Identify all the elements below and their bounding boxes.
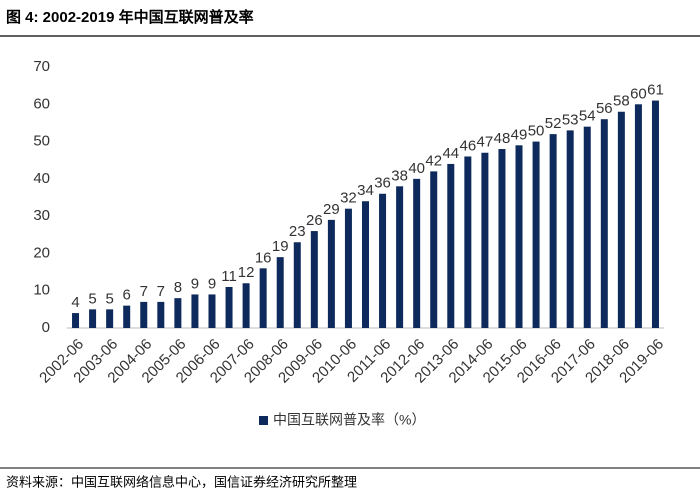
data-label: 48	[494, 130, 511, 147]
bar	[651, 100, 659, 328]
y-tick-label: 10	[33, 282, 50, 299]
bar	[396, 186, 404, 328]
bar	[242, 283, 250, 328]
bar	[430, 171, 438, 328]
data-label: 7	[140, 283, 148, 300]
bar	[413, 178, 421, 328]
data-label: 16	[255, 249, 272, 266]
bar	[549, 134, 557, 328]
bar	[464, 156, 472, 328]
data-label: 61	[647, 82, 664, 99]
bar	[362, 201, 369, 328]
data-label: 46	[459, 137, 476, 154]
source: 资料来源：中国互联网络信息中心，国信证券经济研究所整理	[6, 474, 357, 489]
data-label: 7	[157, 283, 165, 300]
bar	[327, 219, 335, 328]
data-label: 44	[442, 145, 459, 162]
data-label: 26	[306, 212, 323, 229]
data-label: 8	[174, 279, 182, 296]
y-tick-label: 0	[42, 319, 50, 336]
legend-label: 中国互联网普及率（%）	[273, 412, 425, 428]
bar	[532, 141, 540, 328]
bar	[379, 193, 387, 328]
data-label: 4	[71, 294, 79, 311]
bar	[157, 301, 165, 328]
data-label: 29	[323, 201, 340, 218]
data-label: 60	[630, 85, 647, 102]
data-label: 56	[596, 100, 613, 117]
bar	[72, 313, 80, 328]
bar	[344, 208, 352, 328]
data-label: 58	[613, 93, 630, 110]
chart-title: 图 4: 2002-2019 年中国互联网普及率	[6, 8, 254, 26]
data-label: 32	[340, 190, 357, 207]
data-label: 5	[88, 290, 96, 307]
data-label: 36	[374, 175, 391, 192]
data-label: 53	[562, 111, 579, 128]
bar	[123, 305, 131, 328]
bar	[293, 242, 301, 328]
data-label: 42	[425, 152, 442, 169]
data-label: 6	[123, 287, 131, 304]
data-label: 38	[391, 167, 408, 184]
bar	[259, 268, 267, 328]
data-label: 19	[272, 238, 289, 255]
bar	[225, 286, 233, 328]
data-label: 49	[511, 126, 528, 143]
bar	[276, 257, 284, 328]
bar	[498, 149, 506, 328]
data-label: 9	[208, 275, 216, 292]
data-label: 52	[545, 115, 562, 132]
bar	[481, 152, 489, 328]
data-label: 5	[105, 290, 113, 307]
legend-swatch	[259, 416, 268, 425]
y-tick-label: 50	[33, 133, 50, 150]
bar	[174, 298, 182, 328]
bar	[600, 119, 608, 328]
data-label: 34	[357, 182, 374, 199]
bar	[515, 145, 523, 328]
bar	[583, 126, 591, 329]
data-label: 50	[528, 123, 545, 140]
bar	[106, 309, 114, 328]
bar	[634, 104, 642, 329]
bar	[310, 231, 318, 328]
bar	[191, 294, 199, 328]
data-label: 9	[191, 275, 199, 292]
y-tick-label: 70	[33, 58, 50, 75]
data-label: 12	[238, 264, 255, 281]
data-label: 40	[408, 160, 425, 177]
y-tick-label: 60	[33, 95, 50, 112]
data-label: 11	[221, 268, 237, 285]
bar	[447, 163, 455, 328]
bar	[140, 301, 148, 328]
bar	[89, 309, 97, 328]
y-tick-label: 40	[33, 170, 50, 187]
data-label: 23	[289, 223, 306, 240]
y-tick-label: 20	[33, 244, 50, 261]
data-label: 54	[579, 108, 596, 125]
bar	[617, 111, 625, 328]
bar	[208, 294, 216, 328]
bar	[566, 130, 574, 328]
y-tick-label: 30	[33, 207, 50, 224]
data-label: 47	[477, 134, 494, 151]
